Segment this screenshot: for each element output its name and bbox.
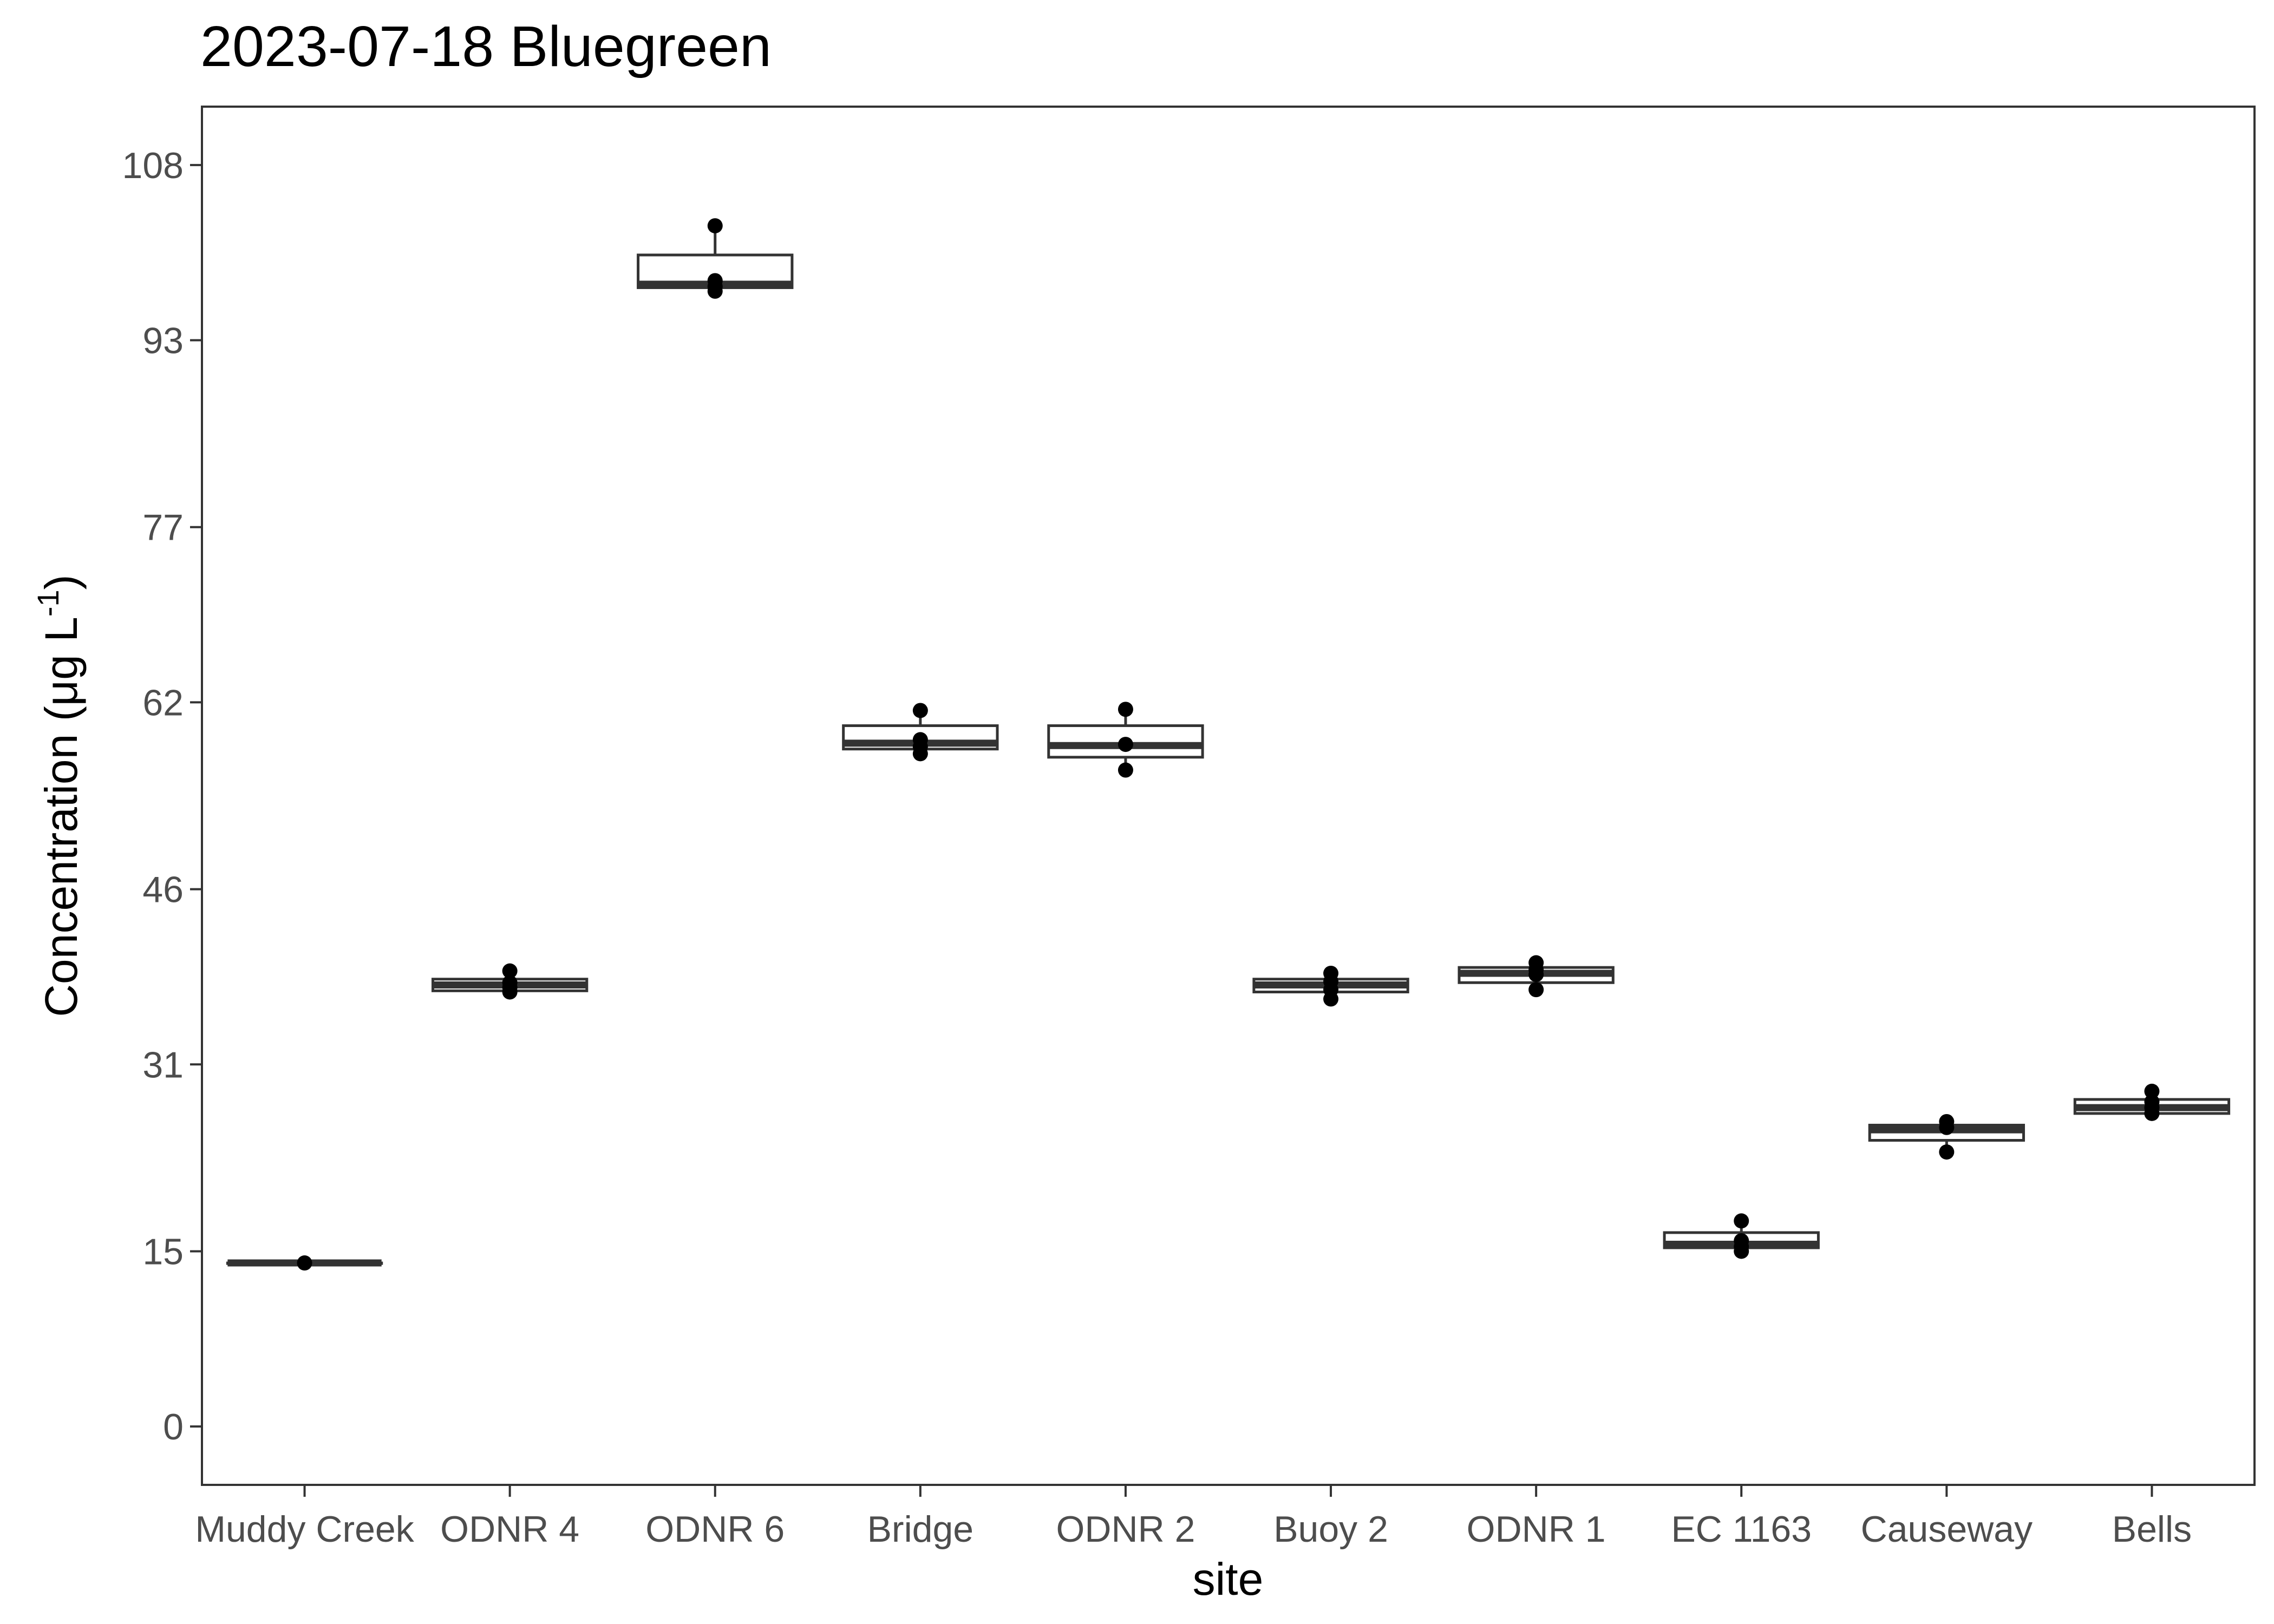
data-point bbox=[707, 273, 723, 289]
data-point bbox=[912, 703, 928, 718]
x-tick-label: ODNR 2 bbox=[1056, 1509, 1195, 1550]
x-tick-label: EC 1163 bbox=[1671, 1509, 1812, 1550]
x-tick-label: ODNR 4 bbox=[440, 1509, 579, 1550]
y-tick-label: 46 bbox=[142, 869, 184, 911]
data-point bbox=[502, 975, 518, 991]
x-tick-label: Muddy Creek bbox=[195, 1509, 414, 1550]
box-group bbox=[1458, 955, 1615, 998]
data-point bbox=[502, 963, 518, 979]
data-point bbox=[1939, 1144, 1955, 1160]
y-tick-label: 15 bbox=[142, 1231, 184, 1272]
box-group bbox=[226, 1255, 383, 1271]
y-tick-label: 31 bbox=[142, 1044, 184, 1085]
x-axis: Muddy Creek ODNR 4 ODNR 6 Bridge ODNR 2 Buoy … bbox=[195, 1485, 2192, 1550]
box-group bbox=[637, 218, 794, 299]
y-tick-label: 0 bbox=[163, 1406, 184, 1448]
data-point bbox=[1734, 1213, 1749, 1229]
data-point bbox=[1528, 982, 1544, 998]
box-group bbox=[1252, 965, 1409, 1007]
x-tick-label: Buoy 2 bbox=[1273, 1509, 1388, 1550]
data-point bbox=[1118, 737, 1133, 752]
y-axis-title: Concentration (μg L-1) bbox=[31, 574, 87, 1017]
chart-title: 2023-07-18 Bluegreen bbox=[200, 15, 772, 78]
y-tick-label: 77 bbox=[142, 507, 184, 548]
data-point bbox=[1939, 1114, 1955, 1129]
x-tick-label: Bridge bbox=[867, 1509, 974, 1550]
y-tick-label: 93 bbox=[142, 320, 184, 362]
data-point bbox=[1528, 955, 1544, 971]
data-point bbox=[2144, 1094, 2160, 1110]
x-tick-label: ODNR 6 bbox=[645, 1509, 785, 1550]
y-tick-label: 62 bbox=[142, 682, 184, 723]
y-tick-label: 108 bbox=[122, 145, 184, 186]
box-group bbox=[431, 963, 589, 1000]
plot-panel bbox=[201, 106, 2256, 1486]
data-point bbox=[297, 1255, 312, 1271]
data-point bbox=[912, 732, 928, 748]
box-group bbox=[2073, 1083, 2231, 1121]
data-point bbox=[1734, 1233, 1749, 1249]
x-axis-title: site bbox=[1193, 1554, 1264, 1605]
data-point bbox=[1118, 762, 1133, 778]
y-axis: 0 15 31 46 62 77 93 108 bbox=[122, 145, 202, 1448]
box-group bbox=[1868, 1114, 2025, 1160]
data-point bbox=[1323, 965, 1339, 981]
data-point bbox=[707, 218, 723, 234]
plot-area bbox=[226, 218, 2231, 1271]
y-axis-title-main: Concentration (μg L bbox=[36, 617, 87, 1017]
x-tick-label: Causeway bbox=[1861, 1509, 2033, 1550]
y-axis-title-suffix: ) bbox=[36, 574, 87, 590]
box-group bbox=[1047, 702, 1204, 778]
x-tick-label: Bells bbox=[2112, 1509, 2192, 1550]
y-axis-title-superscript: -1 bbox=[31, 590, 65, 617]
box-group bbox=[1663, 1213, 1820, 1259]
data-point bbox=[2144, 1083, 2160, 1099]
data-point bbox=[1118, 702, 1133, 717]
box-group bbox=[842, 703, 999, 762]
x-tick-label: ODNR 1 bbox=[1467, 1509, 1606, 1550]
